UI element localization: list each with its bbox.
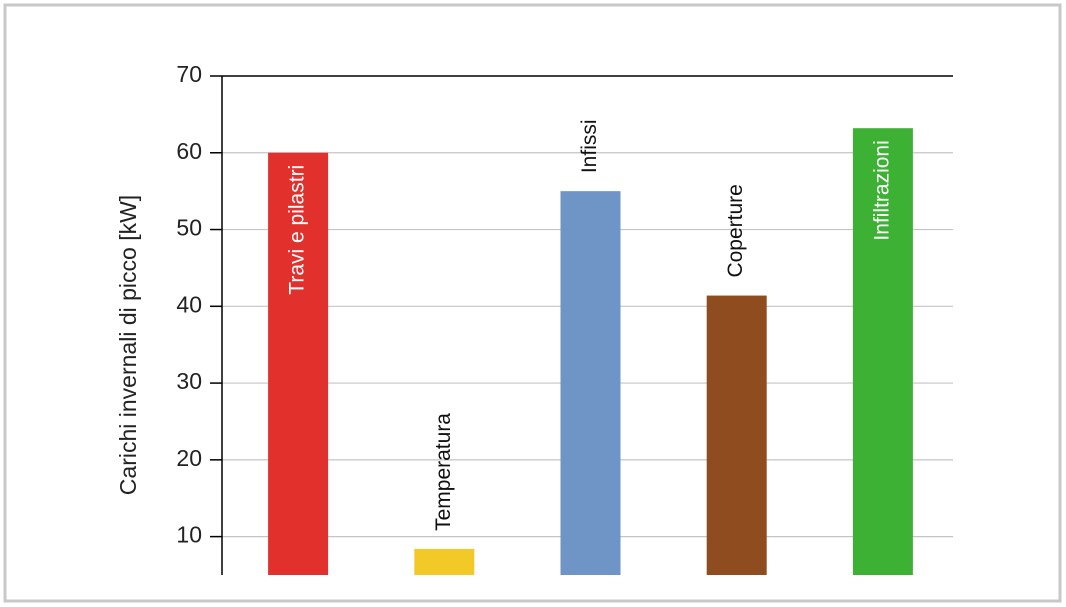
y-tick-label: 40 xyxy=(176,291,202,317)
bar-label: Infissi xyxy=(578,119,601,173)
y-tick-label: 60 xyxy=(176,138,202,164)
y-tick-label: 50 xyxy=(176,215,202,241)
bar xyxy=(268,152,329,575)
bar xyxy=(706,295,767,575)
bar xyxy=(852,128,913,576)
bar-label: Travi e pilastri xyxy=(286,165,309,295)
y-tick-label: 70 xyxy=(176,61,202,87)
y-axis-label: Carichi invernali di picco [kW] xyxy=(115,195,141,495)
y-tick-label: 20 xyxy=(176,445,202,471)
bar-label: Infiltrazioni xyxy=(870,140,893,240)
y-tick-label: 10 xyxy=(176,522,202,548)
bar xyxy=(414,548,475,575)
bar-label: Temperatura xyxy=(432,413,455,531)
bar-label: Coperture xyxy=(724,184,747,277)
y-tick-label: 30 xyxy=(176,368,202,394)
bar xyxy=(560,191,621,575)
